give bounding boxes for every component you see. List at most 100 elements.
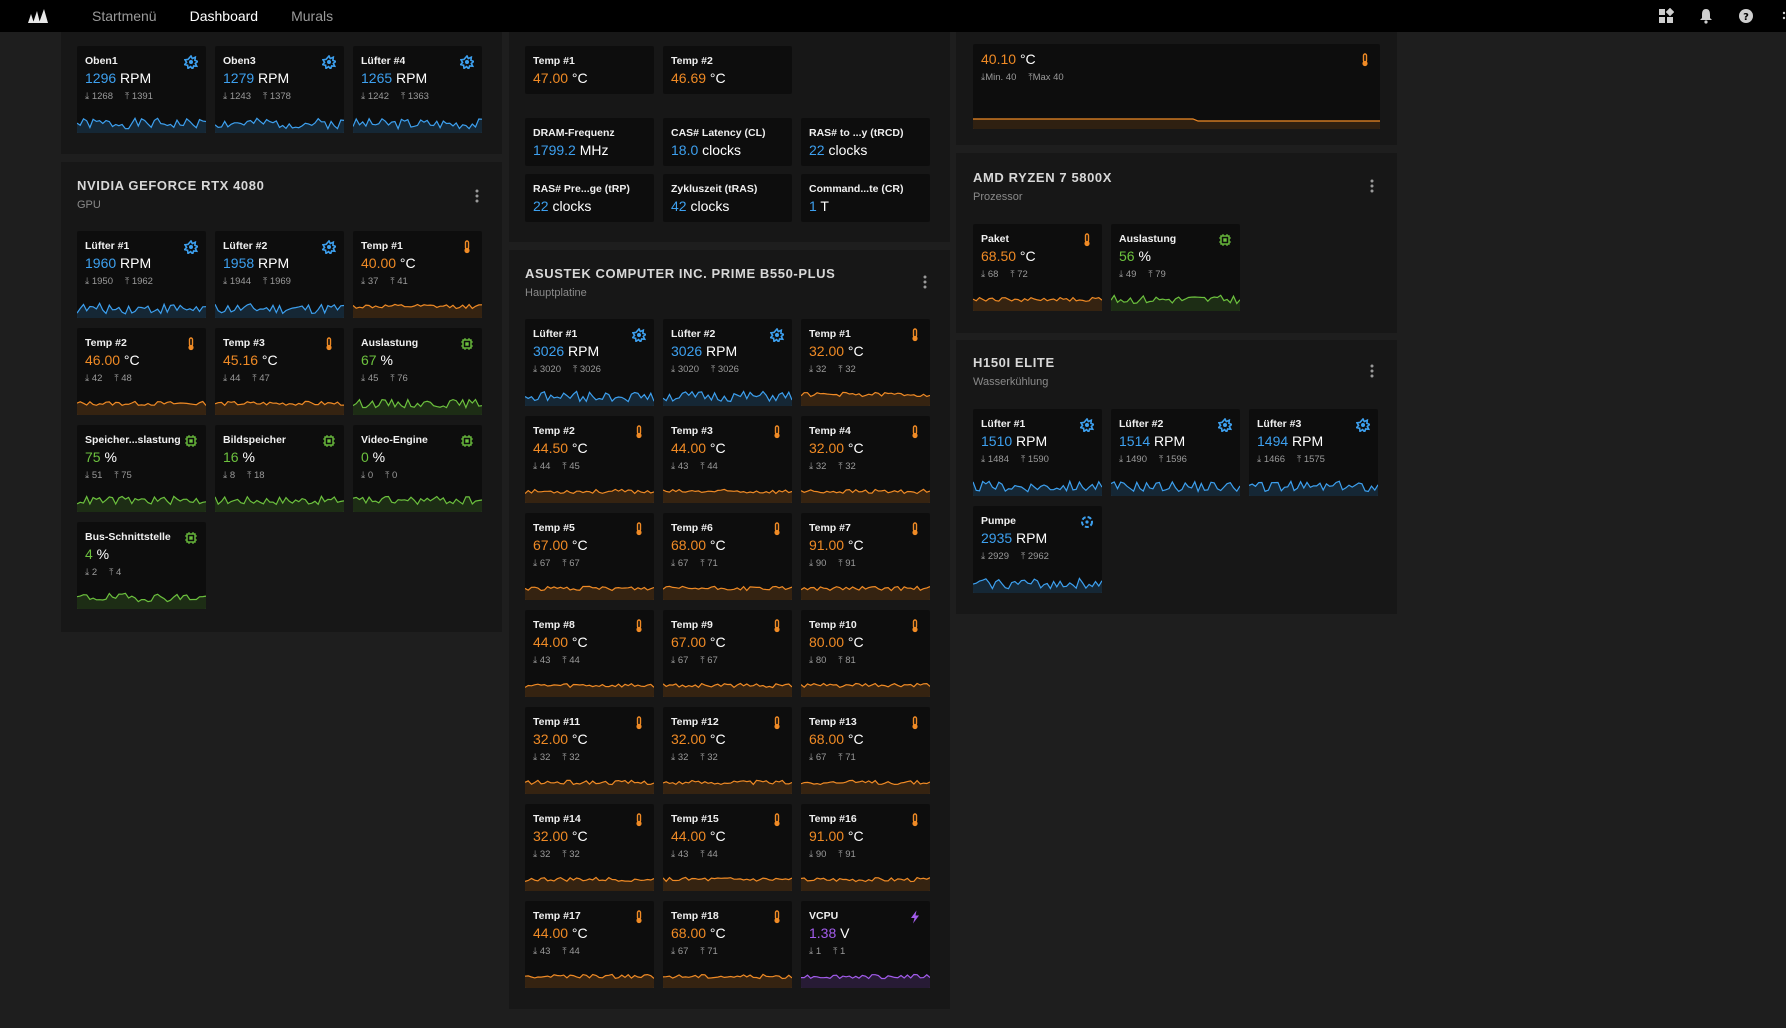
sensor-card[interactable]: Auslastung 67 % ⤓ 45 ⤒ 76 (353, 328, 482, 415)
sensor-card[interactable]: Temp #12 32.00 °C ⤓ 32 ⤒ 32 (663, 707, 792, 794)
sensor-card[interactable]: Temp #10 80.00 °C ⤓ 80 ⤒ 81 (801, 610, 930, 697)
sensor-card[interactable]: Temp #7 91.00 °C ⤓ 90 ⤒ 91 (801, 513, 930, 600)
thermometer-icon (774, 425, 780, 439)
sensor-value-number: 91.00 (809, 537, 845, 553)
sensor-max: ⤒ 32 (838, 461, 856, 472)
sensor-value-number: 32.00 (533, 731, 569, 747)
sensor-card[interactable]: Temp #8 44.00 °C ⤓ 43 ⤒ 44 (525, 610, 654, 697)
thermometer-icon (774, 619, 780, 633)
sensor-card[interactable]: Auslastung 56 % ⤓ 49 ⤒ 79 (1111, 224, 1240, 311)
wide-temp-card[interactable]: 40.10 °C ⤓ Min. 40 ⤒ Max 40 (973, 44, 1380, 129)
sensor-value-unit: clocks (548, 198, 592, 214)
sensor-min: ⤓ 67 (671, 558, 689, 569)
sensor-value-number: 32.00 (809, 440, 845, 456)
sensor-card[interactable]: Bus-Schnittstelle 4 % ⤓ 2 ⤒ 4 (77, 522, 206, 609)
sensor-value-number: 22 (809, 142, 825, 158)
sensor-card[interactable]: Temp #1 32.00 °C ⤓ 32 ⤒ 32 (801, 319, 930, 406)
sensor-value-number: 1510 (981, 433, 1013, 449)
sensor-card[interactable]: Video-Engine 0 % ⤓ 0 ⤒ 0 (353, 425, 482, 512)
sensor-card[interactable]: Oben1 1296 RPM ⤓ 1268 ⤒ 1391 (77, 46, 206, 133)
sensor-card[interactable]: Temp #15 44.00 °C ⤓ 43 ⤒ 44 (663, 804, 792, 891)
sensor-card[interactable]: Temp #11 32.00 °C ⤓ 32 ⤒ 32 (525, 707, 654, 794)
sensor-card[interactable]: CAS# Latency (CL) 18.0 clocks (663, 118, 792, 166)
sensor-value: 3026 RPM (533, 343, 599, 359)
sensor-value-number: 46.00 (85, 352, 121, 368)
sensor-value: 47.00 °C (533, 70, 588, 86)
sensor-card[interactable]: Oben3 1279 RPM ⤓ 1243 ⤒ 1378 (215, 46, 344, 133)
sensor-card[interactable]: Lüfter #2 3026 RPM ⤓ 3020 ⤒ 3026 (663, 319, 792, 406)
chip-icon (323, 435, 335, 447)
sensor-card[interactable]: Temp #6 68.00 °C ⤓ 67 ⤒ 71 (663, 513, 792, 600)
sensor-card[interactable]: Temp #9 67.00 °C ⤓ 67 ⤒ 67 (663, 610, 792, 697)
gpu-menu-icon[interactable] (475, 188, 479, 204)
sensor-card[interactable]: Lüfter #4 1265 RPM ⤓ 1242 ⤒ 1363 (353, 46, 482, 133)
sensor-card[interactable]: Temp #5 67.00 °C ⤓ 67 ⤒ 67 (525, 513, 654, 600)
sensor-name: Temp #11 (533, 716, 581, 728)
sensor-value: 22 clocks (809, 142, 867, 158)
help-icon[interactable]: ? (1738, 8, 1754, 24)
cooler-menu-icon[interactable] (1370, 363, 1374, 379)
thermometer-icon (774, 522, 780, 536)
sensor-name: Temp #12 (671, 716, 719, 728)
sensor-card[interactable]: Temp #14 32.00 °C ⤓ 32 ⤒ 32 (525, 804, 654, 891)
sensor-card[interactable]: Temp #1 40.00 °C ⤓ 37 ⤒ 41 (353, 231, 482, 318)
sensor-card[interactable]: Command...te (CR) 1 T (801, 174, 930, 222)
sensor-card[interactable]: Lüfter #1 1960 RPM ⤓ 1950 ⤒ 1962 (77, 231, 206, 318)
sensor-card[interactable]: VCPU 1.38 V ⤓ 1 ⤒ 1 (801, 901, 930, 988)
sensor-sparkline (77, 592, 206, 609)
sensor-max: ⤒ 1969 (262, 276, 291, 287)
sensor-card[interactable]: Lüfter #3 1494 RPM ⤓ 1466 ⤒ 1575 (1249, 409, 1378, 496)
mainboard-menu-icon[interactable] (923, 274, 927, 290)
sensor-card[interactable]: Lüfter #2 1958 RPM ⤓ 1944 ⤒ 1969 (215, 231, 344, 318)
nav-startmenu[interactable]: Startmenü (92, 8, 157, 24)
nav-murals[interactable]: Murals (291, 8, 334, 24)
sensor-value-number: 16 (223, 449, 239, 465)
corsair-logo-icon[interactable] (27, 8, 49, 24)
sensor-max: ⤒ 81 (838, 655, 856, 666)
sensor-card[interactable]: Lüfter #2 1514 RPM ⤓ 1490 ⤒ 1596 (1111, 409, 1240, 496)
sensor-card[interactable]: RAS# to ...y (tRCD) 22 clocks (801, 118, 930, 166)
cooler-subtitle: Wasserkühlung (973, 376, 1049, 388)
sensor-card[interactable]: Zykluszeit (tRAS) 42 clocks (663, 174, 792, 222)
sensor-card[interactable]: Bildspeicher 16 % ⤓ 8 ⤒ 18 (215, 425, 344, 512)
sensor-max: ⤒ 1575 (1296, 454, 1325, 465)
sensor-value-number: 3026 (671, 343, 703, 359)
sensor-card[interactable]: Temp #1 47.00 °C (525, 46, 654, 94)
nav-dashboard[interactable]: Dashboard (189, 8, 259, 24)
sensor-card[interactable]: Paket 68.50 °C ⤓ 68 ⤒ 72 (973, 224, 1102, 311)
widgets-icon[interactable] (1658, 8, 1674, 24)
sensor-minmax: ⤓ 44 ⤒ 45 (533, 461, 580, 472)
sensor-name: Auslastung (1119, 233, 1177, 245)
sensor-sparkline (77, 495, 206, 512)
sensor-card[interactable]: Temp #2 44.50 °C ⤓ 44 ⤒ 45 (525, 416, 654, 503)
sensor-card[interactable]: Temp #17 44.00 °C ⤓ 43 ⤒ 44 (525, 901, 654, 988)
thermometer-icon (912, 328, 918, 342)
sensor-card[interactable]: Temp #3 45.16 °C ⤓ 44 ⤒ 47 (215, 328, 344, 415)
sensor-card[interactable]: Lüfter #1 1510 RPM ⤓ 1484 ⤒ 1590 (973, 409, 1102, 496)
sensor-card[interactable]: Temp #16 91.00 °C ⤓ 90 ⤒ 91 (801, 804, 930, 891)
sensor-card[interactable]: Pumpe 2935 RPM ⤓ 2929 ⤒ 2962 (973, 506, 1102, 593)
sensor-card[interactable]: Speicher...slastung 75 % ⤓ 51 ⤒ 75 (77, 425, 206, 512)
more-icon[interactable] (1778, 8, 1786, 24)
sensor-card[interactable]: Temp #2 46.00 °C ⤓ 42 ⤒ 48 (77, 328, 206, 415)
sensor-card[interactable]: DRAM-Frequenz 1799.2 MHz (525, 118, 654, 166)
sensor-card[interactable]: Lüfter #1 3026 RPM ⤓ 3020 ⤒ 3026 (525, 319, 654, 406)
sensor-value-number: 1296 (85, 70, 117, 86)
cpu-menu-icon[interactable] (1370, 178, 1374, 194)
sensor-card[interactable]: Temp #4 32.00 °C ⤓ 32 ⤒ 32 (801, 416, 930, 503)
thermometer-icon (912, 716, 918, 730)
sensor-sparkline (215, 494, 344, 512)
sensor-card[interactable]: RAS# Pre...ge (tRP) 22 clocks (525, 174, 654, 222)
sensor-card[interactable]: Temp #18 68.00 °C ⤓ 67 ⤒ 71 (663, 901, 792, 988)
sensor-card[interactable]: Temp #2 46.69 °C (663, 46, 792, 94)
sensor-name: Bildspeicher (223, 434, 287, 446)
sensor-min: ⤓ 68 (981, 269, 999, 280)
sensor-name: Lüfter #3 (1257, 418, 1302, 430)
nav-icons: ? (1658, 0, 1786, 32)
sensor-value: 44.00 °C (671, 828, 726, 844)
bell-icon[interactable] (1698, 8, 1714, 24)
sensor-card[interactable]: Temp #3 44.00 °C ⤓ 43 ⤒ 44 (663, 416, 792, 503)
sensor-card[interactable]: Temp #13 68.00 °C ⤓ 67 ⤒ 71 (801, 707, 930, 794)
thermometer-icon (636, 425, 642, 439)
sensor-value-unit: °C (706, 70, 726, 86)
